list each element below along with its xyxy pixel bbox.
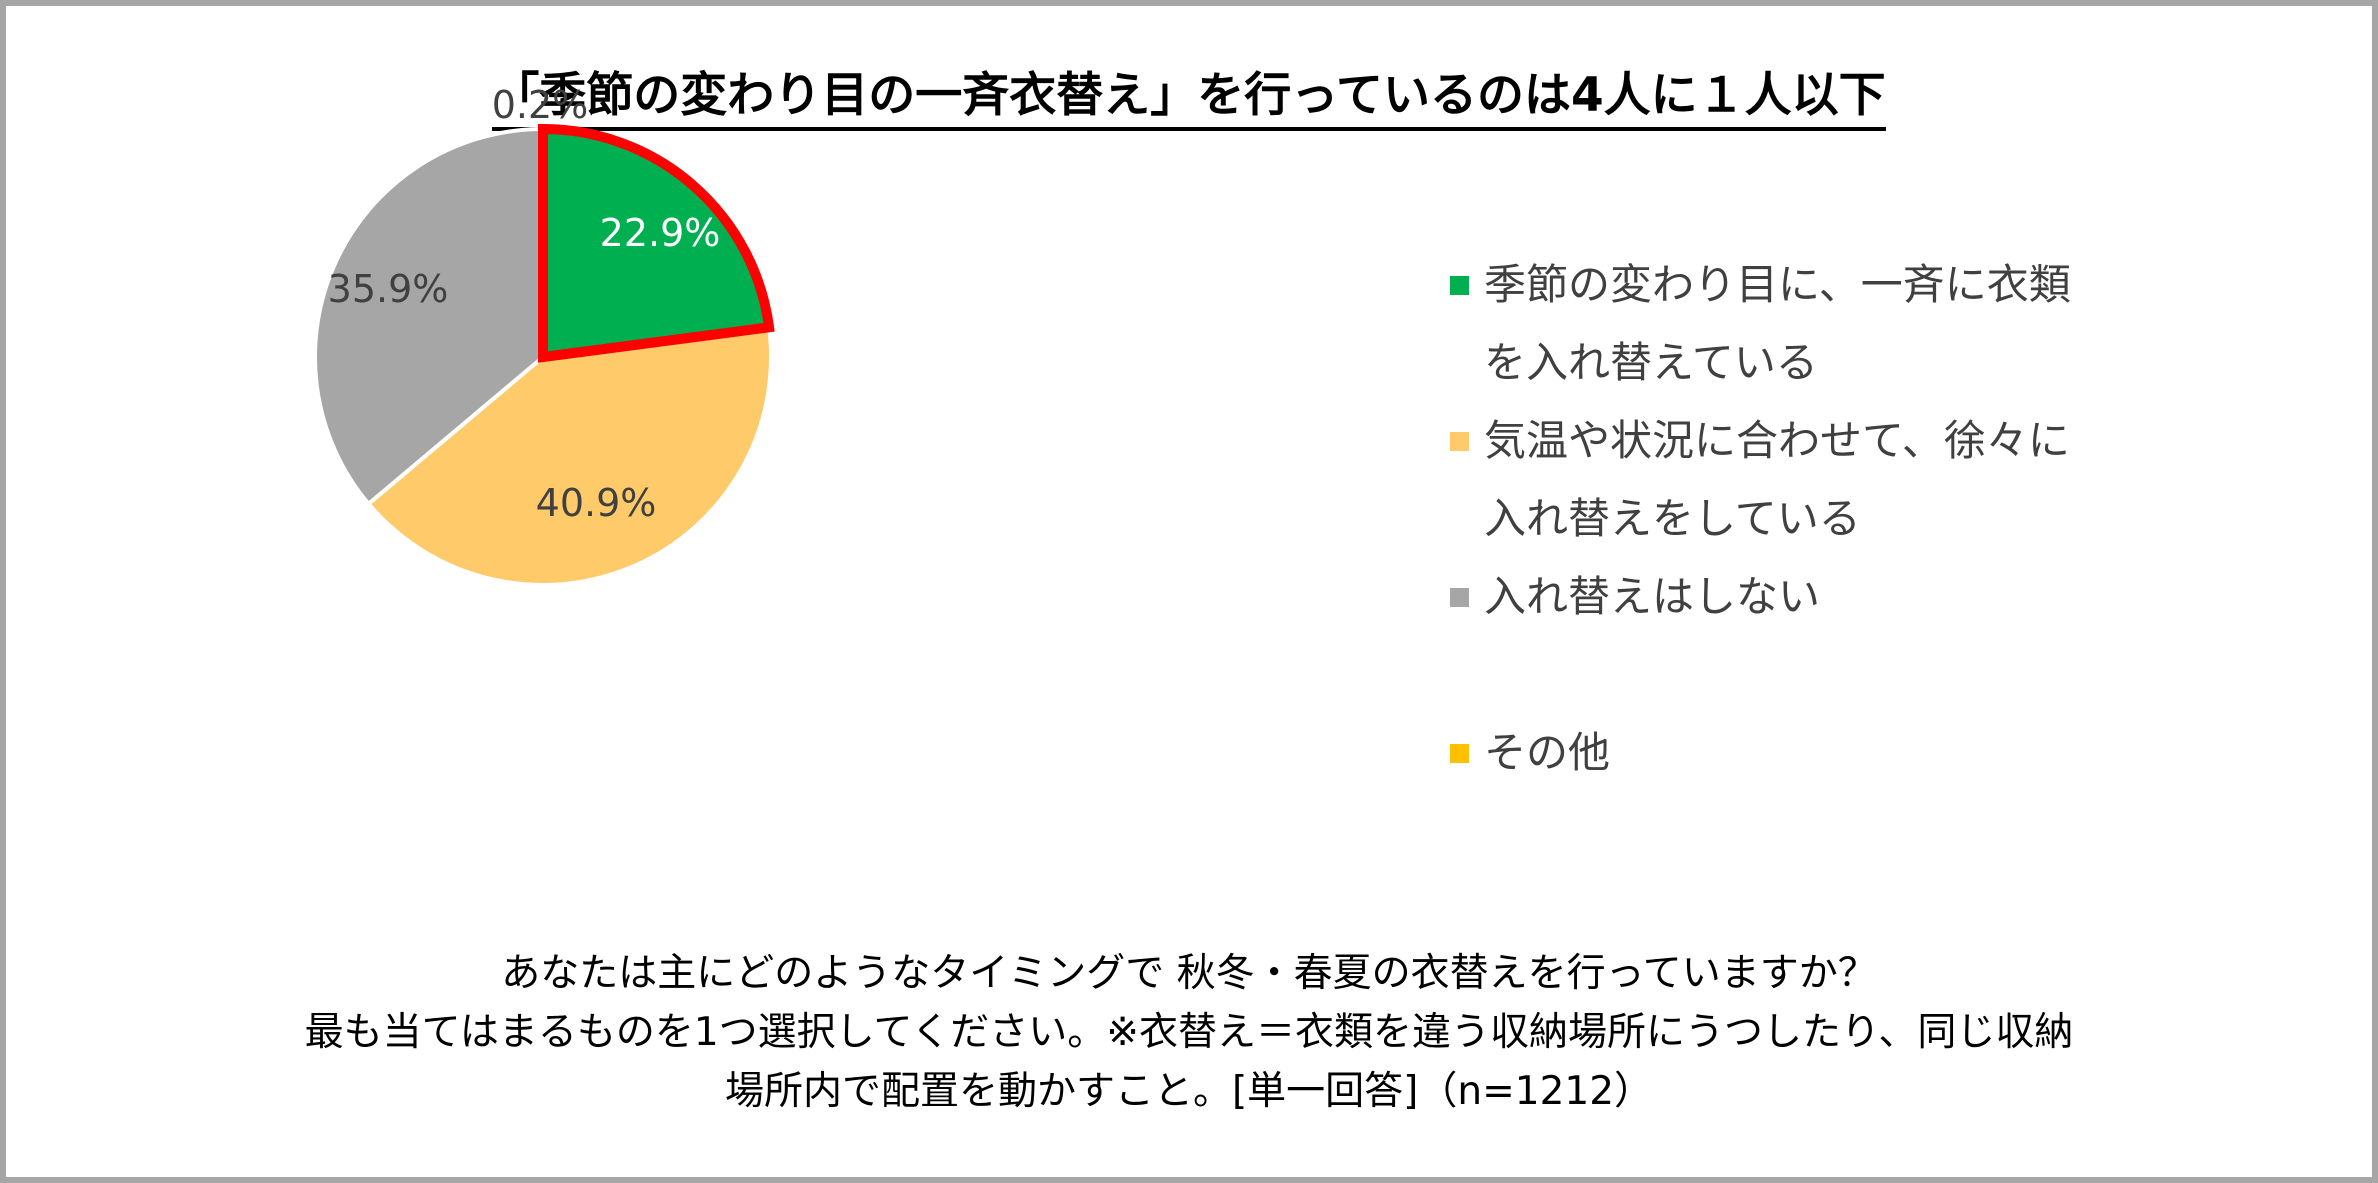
legend: 季節の変わり目に、一斉に衣類 を入れ替えている 気温や状況に合わせて、徐々に 入… xyxy=(1450,246,2140,792)
data-label-seasonal: 22.9% xyxy=(600,211,721,255)
data-label-gradual: 40.9% xyxy=(536,481,657,525)
chart-title: 「季節の変わり目の一斉衣替え」を行っているのは4人に１人以下 xyxy=(0,56,2378,131)
survey-question: あなたは主にどのようなタイミングで 秋冬・春夏の衣替えを行っていますか？ 最も当… xyxy=(0,944,2378,1121)
legend-swatch-other xyxy=(1450,744,1469,763)
pie-highlight xyxy=(538,123,775,363)
survey-question-line2: 最も当てはまるものを1つ選択してください。※衣替え＝衣類を違う収納場所にうつした… xyxy=(304,1010,2074,1055)
legend-item-other: その他 xyxy=(1450,714,2140,792)
legend-item-gradual: 気温や状況に合わせて、徐々に 入れ替えをしている xyxy=(1450,402,2140,558)
survey-question-line1: あなたは主にどのようなタイミングで 秋冬・春夏の衣替えを行っていますか？ xyxy=(501,951,1877,996)
legend-item-seasonal: 季節の変わり目に、一斉に衣類 を入れ替えている xyxy=(1450,246,2140,402)
data-label-other: 0.2% xyxy=(492,83,589,127)
pie-slice-highlight-outline xyxy=(538,123,775,363)
legend-label-gradual-line2: 入れ替えをしている xyxy=(1484,494,1861,543)
legend-label-seasonal-line1: 季節の変わり目に、一斉に衣類 xyxy=(1484,260,2071,309)
pie-labels: 22.9% 40.9% 35.9% 0.2% xyxy=(328,83,721,525)
chart-title-text: 「季節の変わり目の一斉衣替え」を行っているのは4人に１人以下 xyxy=(492,68,1886,131)
survey-question-line3: 場所内で配置を動かすこと。[単一回答]（n=1212） xyxy=(724,1069,1654,1114)
legend-label-seasonal-line2: を入れ替えている xyxy=(1484,338,1818,387)
pie-slice-none xyxy=(313,127,545,506)
pie-slice-gradual xyxy=(366,325,773,587)
legend-label-none: 入れ替えはしない xyxy=(1484,572,1821,621)
legend-swatch-seasonal xyxy=(1450,276,1469,295)
legend-label-other: その他 xyxy=(1484,728,1611,777)
legend-swatch-none xyxy=(1450,588,1469,607)
legend-label-gradual-line1: 気温や状況に合わせて、徐々に xyxy=(1484,416,2070,465)
data-label-none: 35.9% xyxy=(328,267,449,311)
legend-item-none: 入れ替えはしない xyxy=(1450,558,2140,636)
legend-swatch-gradual xyxy=(1450,432,1469,451)
legend-spacer xyxy=(1450,636,2140,714)
